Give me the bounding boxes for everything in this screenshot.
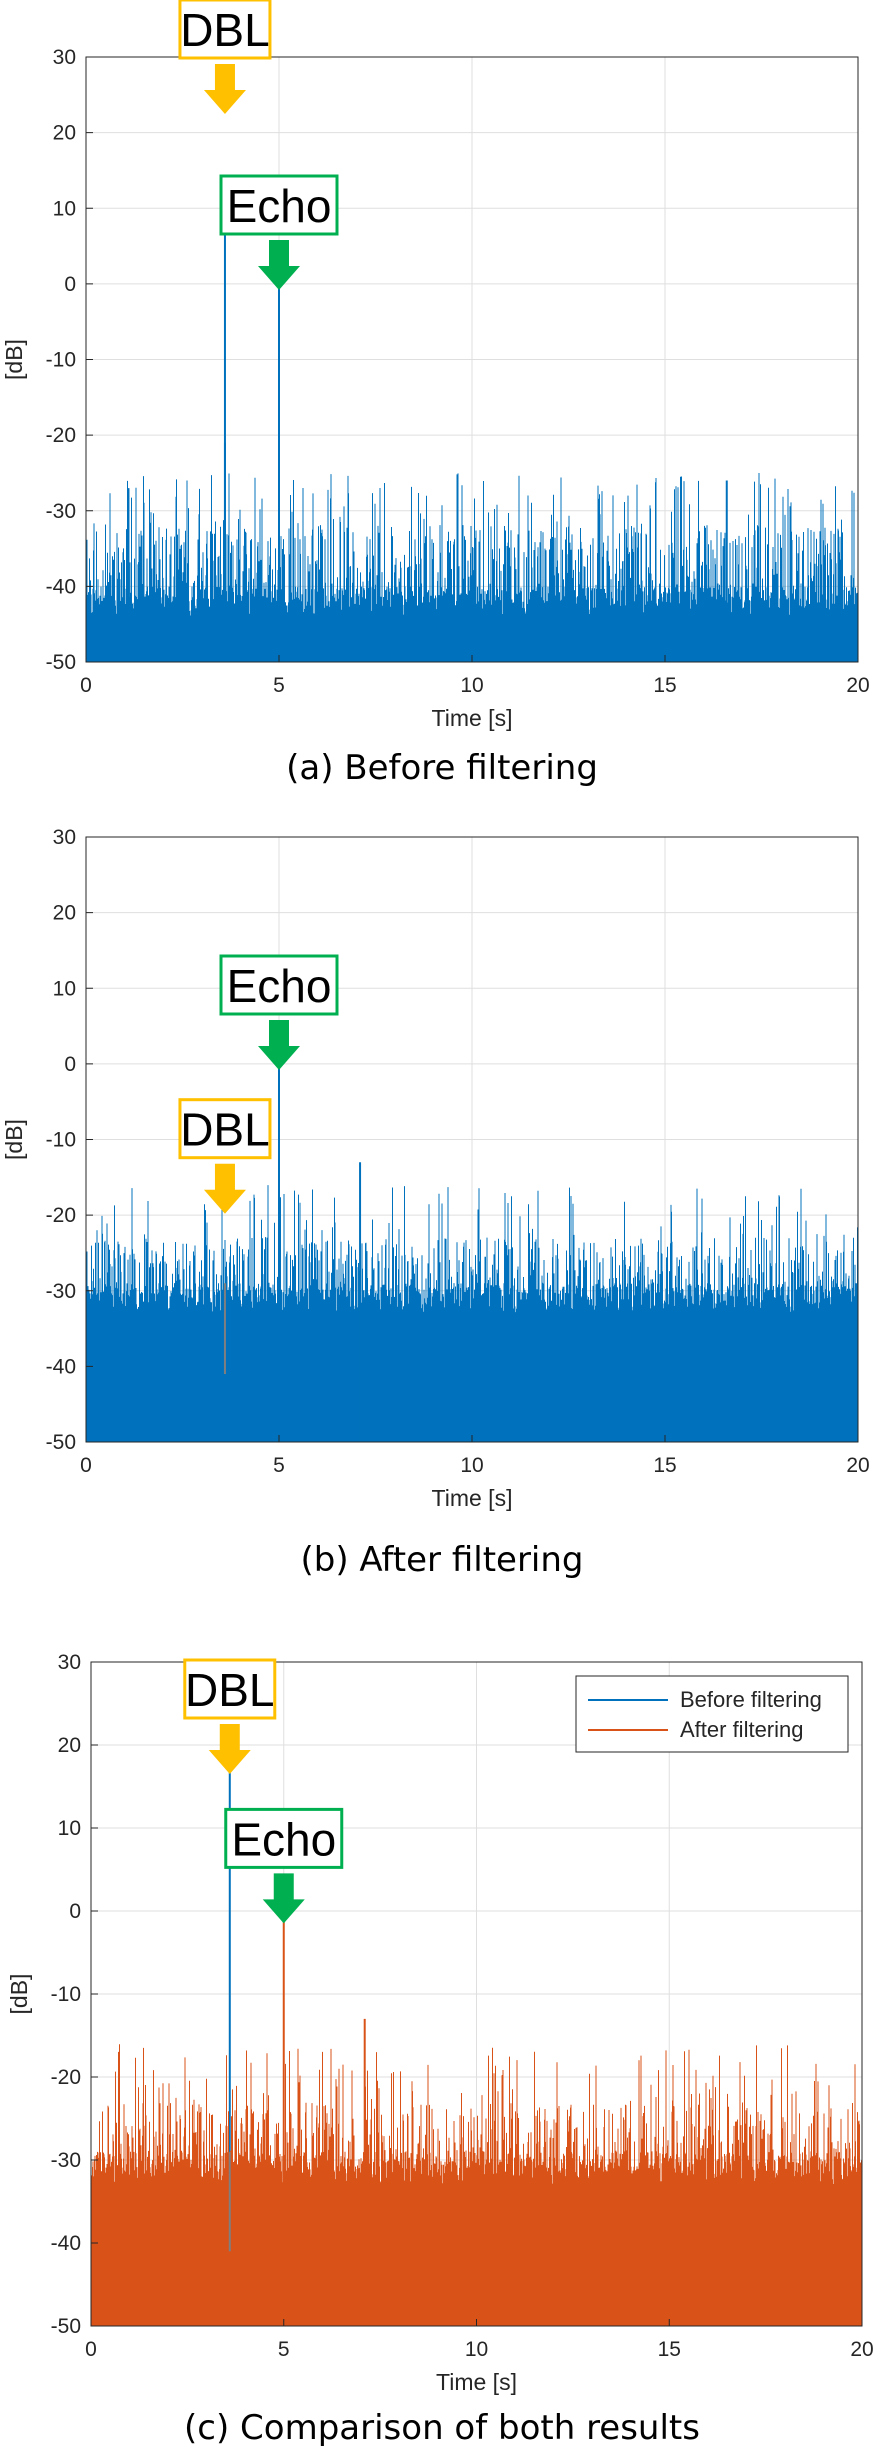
y-axis-label: [dB]	[1, 339, 27, 380]
y-tick-label: -10	[46, 1129, 76, 1152]
x-tick-label: 10	[460, 1454, 483, 1477]
y-tick-label: -50	[46, 651, 76, 674]
y-tick-label: -30	[51, 2149, 81, 2172]
y-tick-label: 10	[53, 197, 76, 220]
y-tick-label: -50	[51, 2315, 81, 2338]
y-tick-label: -50	[46, 1431, 76, 1454]
y-tick-label: -10	[51, 1983, 81, 2006]
y-tick-label: 0	[69, 1900, 81, 1923]
annotation-echo: Echo	[224, 1807, 344, 1924]
annotation-echo: Echo	[219, 954, 339, 1070]
annotation-dbl: DBL	[183, 1658, 277, 1774]
legend-box	[575, 1675, 849, 1753]
y-tick-label: -20	[46, 424, 76, 447]
y-tick-label: -40	[46, 575, 76, 598]
x-tick-label: 0	[85, 2338, 97, 2361]
annotation-arrow	[208, 1724, 251, 1774]
y-tick-label: 0	[64, 1053, 76, 1076]
annotation-label: DBL	[180, 1104, 269, 1156]
annotation-arrow	[258, 1020, 300, 1070]
annotation-label: DBL	[180, 4, 269, 56]
y-tick-label: -40	[51, 2232, 81, 2255]
x-tick-label: 20	[846, 1454, 869, 1477]
chart-panel-a: 0 5 10 15 20 -50 -40 -30 -20 -10 0 10 20 30 Time [s] [d…	[0, 0, 884, 800]
x-tick-label: 5	[273, 1454, 285, 1477]
y-tick-label: -20	[51, 2066, 81, 2089]
annotation-dbl: DBL	[178, 1098, 272, 1214]
caption-c: (c) Comparison of both results	[184, 2408, 700, 2448]
annotation-label: Echo	[231, 1813, 336, 1865]
annotation-arrow	[262, 1873, 305, 1924]
annotation-box	[178, 1098, 272, 1160]
x-tick-label: 0	[80, 1454, 92, 1477]
annotation-box	[178, 0, 272, 60]
annotation-box	[219, 954, 339, 1016]
y-tick-label: 0	[64, 273, 76, 296]
x-tick-label: 15	[653, 1454, 676, 1477]
annotation-box	[183, 1658, 277, 1720]
chart-c: 0 5 10 15 20 -50 -40 -30 -20 -10 0 10 20 30 Time [s] [d…	[6, 1651, 874, 2395]
legend-entry: After filtering	[680, 1717, 804, 1742]
x-tick-label: 20	[846, 674, 869, 697]
annotation-arrow	[203, 64, 246, 114]
y-tick-label: 20	[58, 1734, 81, 1757]
x-tick-label: 20	[850, 2338, 873, 2361]
chart-panel-c: 0 5 10 15 20 -50 -40 -30 -20 -10 0 10 20 30 Time [s] [d…	[0, 1600, 884, 2461]
chart-a: 0 5 10 15 20 -50 -40 -30 -20 -10 0 10 20 30 Time [s] [d…	[1, 0, 870, 731]
annotation-label: Echo	[227, 180, 332, 232]
caption-a: (a) Before filtering	[286, 748, 598, 788]
legend-entry: Before filtering	[680, 1687, 822, 1712]
annotation-echo: Echo	[219, 174, 339, 290]
annotation-label: Echo	[227, 960, 332, 1012]
caption-b: (b) After filtering	[300, 1540, 584, 1580]
y-tick-label: 20	[53, 902, 76, 925]
y-tick-label: -30	[46, 1280, 76, 1303]
x-tick-label: 10	[465, 2338, 488, 2361]
y-tick-label: -40	[46, 1355, 76, 1378]
annotation-dbl: DBL	[178, 0, 272, 114]
y-axis-label: [dB]	[6, 1974, 32, 2015]
chart-panel-b: 0 5 10 15 20 -50 -40 -30 -20 -10 0 10 20 30 Time [s] [d…	[0, 800, 884, 1600]
x-tick-label: 15	[653, 674, 676, 697]
x-tick-label: 10	[460, 674, 483, 697]
y-tick-label: -30	[46, 500, 76, 523]
annotation-arrow	[203, 1163, 246, 1214]
y-tick-label: 20	[53, 122, 76, 145]
y-tick-label: 30	[53, 46, 76, 69]
x-tick-label: 5	[278, 2338, 290, 2361]
x-tick-label: 5	[273, 674, 285, 697]
legend: Before filtering After filtering	[575, 1675, 849, 1753]
y-tick-label: 10	[53, 977, 76, 1000]
x-tick-label: 15	[658, 2338, 681, 2361]
annotation-label: DBL	[185, 1664, 274, 1716]
x-axis-label: Time [s]	[432, 705, 513, 731]
x-axis-label: Time [s]	[432, 1485, 513, 1511]
x-axis-label: Time [s]	[436, 2369, 517, 2395]
annotation-box	[224, 1807, 344, 1869]
annotation-arrow	[258, 240, 300, 290]
series-0-signal	[85, 193, 859, 662]
y-tick-label: 30	[58, 1651, 81, 1674]
chart-b: 0 5 10 15 20 -50 -40 -30 -20 -10 0 10 20 30 Time [s] [d…	[1, 826, 870, 1511]
y-tick-label: -10	[46, 349, 76, 372]
x-tick-label: 0	[80, 674, 92, 697]
y-tick-label: 10	[58, 1817, 81, 1840]
y-tick-label: -20	[46, 1204, 76, 1227]
y-axis-label: [dB]	[1, 1119, 27, 1160]
y-tick-label: 30	[53, 826, 76, 849]
annotation-box	[219, 174, 339, 236]
